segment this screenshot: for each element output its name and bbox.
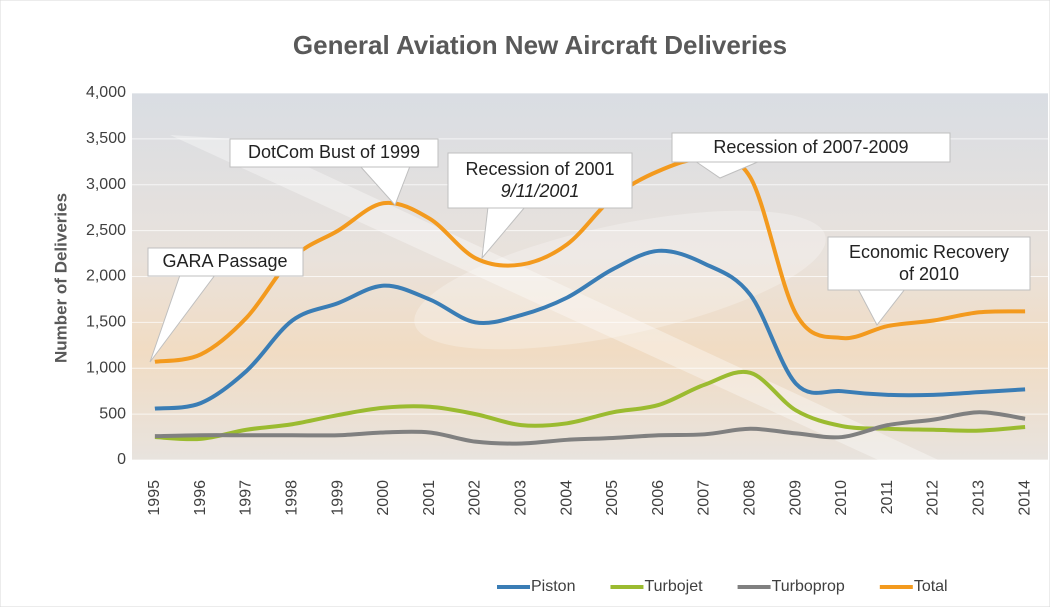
legend: Piston Turbojet Turboprop Total xyxy=(497,578,948,595)
x-tick-label: 1998 xyxy=(284,480,301,516)
x-tick-label: 2001 xyxy=(421,480,438,516)
annotation-text: DotCom Bust of 1999 xyxy=(248,142,420,162)
x-tick-label: 2006 xyxy=(650,480,667,516)
annotation: DotCom Bust of 1999 xyxy=(229,138,439,206)
x-tick-label: 1996 xyxy=(192,480,209,516)
y-tick-label: 1,500 xyxy=(86,314,126,331)
series-line xyxy=(154,248,1026,411)
annotations: GARA Passage DotCom Bust of 1999 Recessi… xyxy=(147,132,1031,363)
y-tick-label: 1,000 xyxy=(86,359,126,376)
y-tick-label: 3,000 xyxy=(86,176,126,193)
y-tick-label: 4,000 xyxy=(86,84,126,101)
annotation-text: GARA Passage xyxy=(162,251,287,271)
series-lines xyxy=(154,156,1026,446)
x-tick-label: 1999 xyxy=(329,480,346,516)
y-tick-label: 3,500 xyxy=(86,130,126,147)
callout-box xyxy=(447,152,633,209)
y-tick-label: 2,000 xyxy=(86,268,126,285)
legend-label: Piston xyxy=(531,578,575,595)
x-tick-label: 1997 xyxy=(238,480,255,516)
grid: 0 500 1,000 1,500 2,000 2,500 3,000 3,500 4,000 xyxy=(86,84,1048,468)
callout-box xyxy=(147,247,304,277)
x-tick-label: 2008 xyxy=(742,480,759,516)
x-tick-label: 2003 xyxy=(513,480,530,516)
callout-box xyxy=(671,132,951,163)
annotation: Economic Recovery of 2010 xyxy=(827,236,1031,326)
legend-label: Total xyxy=(914,578,948,595)
annotation-text: Recession of 2001 xyxy=(465,159,614,179)
annotation: GARA Passage xyxy=(147,247,304,363)
callout-box xyxy=(827,236,1031,291)
x-axis: 1995 1996 1997 1998 1999 2000 2001 2002 2003 2004… xyxy=(146,480,1033,516)
y-axis-title: Number of Deliveries xyxy=(51,193,70,363)
x-tick-label: 2007 xyxy=(696,480,713,516)
series-line xyxy=(154,410,1026,446)
legend-label: Turbojet xyxy=(644,578,703,595)
y-tick-label: 500 xyxy=(99,405,126,422)
x-tick-label: 2004 xyxy=(558,480,575,516)
annotation: Recession of 2007-2009 xyxy=(671,132,951,179)
callout-box xyxy=(229,138,439,168)
x-tick-label: 2014 xyxy=(1016,480,1033,516)
annotation-text: 9/11/2001 xyxy=(501,181,580,201)
x-tick-label: 2013 xyxy=(971,480,988,516)
annotation-text: Recession of 2007-2009 xyxy=(713,137,908,157)
x-tick-label: 2009 xyxy=(787,480,804,516)
plane-wing xyxy=(170,135,960,470)
x-tick-label: 2011 xyxy=(879,480,896,515)
x-tick-label: 2010 xyxy=(833,480,850,516)
x-tick-label: 2002 xyxy=(467,480,484,516)
x-tick-label: 2000 xyxy=(375,480,392,516)
x-tick-label: 2012 xyxy=(925,480,942,516)
annotation-text: Economic Recovery xyxy=(849,242,1009,262)
chart-title: General Aviation New Aircraft Deliveries xyxy=(293,30,787,60)
annotation: Recession of 2001 9/11/2001 xyxy=(447,152,633,260)
x-tick-label: 1995 xyxy=(146,480,163,516)
y-tick-label: 0 xyxy=(117,451,126,468)
legend-label: Turboprop xyxy=(772,578,845,595)
x-tick-label: 2005 xyxy=(604,480,621,516)
series-line xyxy=(154,369,1026,442)
y-tick-label: 2,500 xyxy=(86,222,126,239)
annotation-text: of 2010 xyxy=(899,264,959,284)
